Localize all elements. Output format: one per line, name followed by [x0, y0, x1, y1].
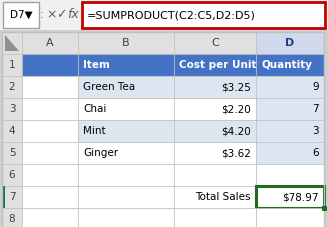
Bar [0, 0, 328, 30]
Text: ✓: ✓ [56, 8, 66, 22]
Bar [321, 205, 326, 210]
Bar [174, 120, 256, 142]
Text: 5: 5 [9, 148, 15, 158]
Bar [256, 76, 324, 98]
Bar [256, 120, 324, 142]
Bar [22, 120, 78, 142]
Bar [78, 98, 174, 120]
Bar [22, 164, 78, 186]
Polygon shape [5, 35, 19, 51]
Bar [2, 54, 22, 76]
Text: fx: fx [67, 8, 79, 22]
Text: ×: × [47, 8, 57, 22]
Bar [22, 186, 78, 208]
Text: Chai: Chai [83, 104, 106, 114]
Text: 7: 7 [312, 104, 319, 114]
Bar [2, 98, 22, 120]
Bar [174, 164, 256, 186]
Bar [2, 186, 22, 208]
Bar [2, 208, 22, 227]
Bar [174, 186, 256, 208]
Bar [78, 164, 174, 186]
Bar [256, 164, 324, 186]
Text: C: C [211, 38, 219, 48]
Text: B: B [122, 38, 130, 48]
Text: Ginger: Ginger [83, 148, 118, 158]
Bar [256, 32, 324, 54]
Bar [78, 32, 174, 54]
Text: Green Tea: Green Tea [83, 82, 135, 92]
Text: Cost per Unit: Cost per Unit [179, 60, 256, 70]
Text: 3: 3 [312, 126, 319, 136]
Bar [78, 120, 174, 142]
Text: :: : [40, 8, 44, 22]
Bar [82, 2, 325, 28]
Bar [256, 54, 324, 76]
Text: 1: 1 [9, 60, 15, 70]
Bar [174, 98, 256, 120]
Bar [256, 208, 324, 227]
Bar [78, 186, 174, 208]
Text: 3: 3 [9, 104, 15, 114]
Text: =SUMPRODUCT(C2:C5,D2:D5): =SUMPRODUCT(C2:C5,D2:D5) [87, 10, 256, 20]
Text: Total Sales: Total Sales [195, 192, 251, 202]
Text: $3.25: $3.25 [221, 82, 251, 92]
Bar [22, 142, 78, 164]
Bar [256, 186, 324, 208]
Bar [2, 32, 324, 227]
Bar [256, 142, 324, 164]
Text: $4.20: $4.20 [221, 126, 251, 136]
Bar [2, 32, 324, 227]
Text: 2: 2 [9, 82, 15, 92]
Bar [174, 54, 256, 76]
Bar [78, 54, 174, 76]
Text: $78.97: $78.97 [282, 192, 319, 202]
Bar [2, 76, 22, 98]
Bar [2, 32, 22, 54]
Text: $2.20: $2.20 [221, 104, 251, 114]
Bar [78, 76, 174, 98]
Text: Item: Item [83, 60, 110, 70]
Bar [78, 142, 174, 164]
Bar [22, 208, 78, 227]
Bar [22, 98, 78, 120]
Text: 6: 6 [9, 170, 15, 180]
Bar [174, 208, 256, 227]
Bar [174, 32, 256, 54]
Text: 6: 6 [312, 148, 319, 158]
Bar [2, 186, 5, 208]
Text: A: A [46, 38, 54, 48]
Text: D: D [285, 38, 295, 48]
Text: 4: 4 [9, 126, 15, 136]
Bar [2, 164, 22, 186]
Bar [3, 2, 39, 28]
Bar [78, 208, 174, 227]
Bar [22, 54, 78, 76]
Bar [174, 142, 256, 164]
Bar [174, 76, 256, 98]
Bar [2, 120, 22, 142]
Bar [22, 32, 78, 54]
Bar [22, 76, 78, 98]
Text: $3.62: $3.62 [221, 148, 251, 158]
Text: 8: 8 [9, 214, 15, 224]
Text: Mint: Mint [83, 126, 106, 136]
Text: 9: 9 [312, 82, 319, 92]
Bar [2, 142, 22, 164]
Text: D7▼: D7▼ [10, 10, 32, 20]
Text: 7: 7 [9, 192, 15, 202]
Bar [256, 98, 324, 120]
Text: Quantity: Quantity [261, 60, 312, 70]
